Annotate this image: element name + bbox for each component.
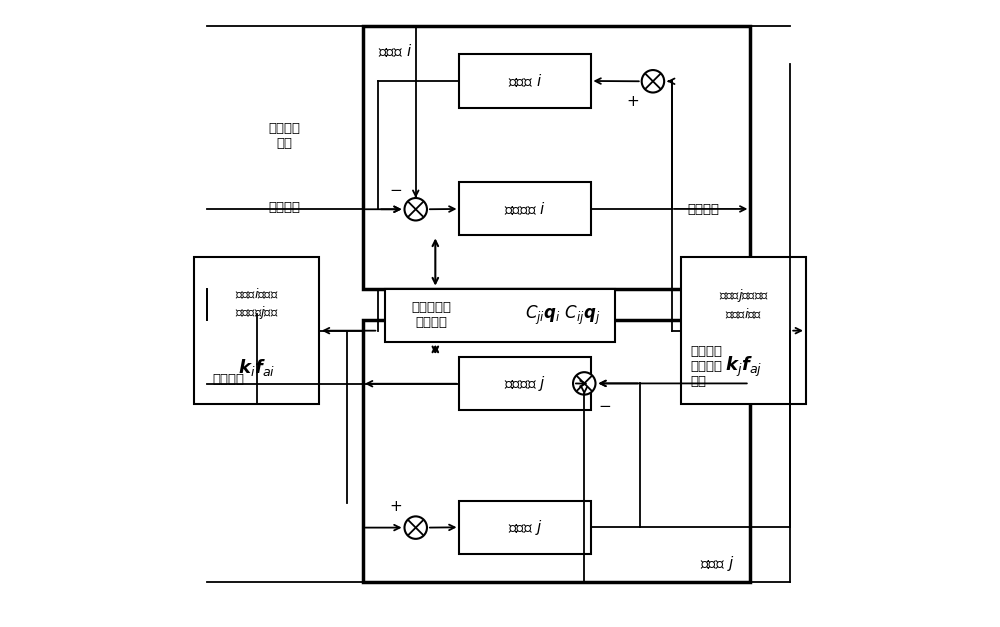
Text: 控制器$i$输出力
对子模块$j$影响: 控制器$i$输出力 对子模块$j$影响 xyxy=(235,287,278,321)
Text: $-$: $-$ xyxy=(389,181,402,196)
Text: 控制器$j$输出力对
子模块$i$影响: 控制器$j$输出力对 子模块$i$影响 xyxy=(719,287,768,321)
Text: 抑振状态: 抑振状态 xyxy=(687,203,719,216)
Text: 控制器 $j$: 控制器 $j$ xyxy=(508,518,542,537)
FancyBboxPatch shape xyxy=(363,26,750,288)
Text: $\boldsymbol{k}_j\boldsymbol{f}_{aj}$: $\boldsymbol{k}_j\boldsymbol{f}_{aj}$ xyxy=(725,356,762,379)
Circle shape xyxy=(404,198,427,221)
Text: $+$: $+$ xyxy=(389,500,402,515)
Circle shape xyxy=(573,372,596,394)
FancyBboxPatch shape xyxy=(363,320,750,582)
FancyBboxPatch shape xyxy=(385,288,615,342)
Text: 外界干扰: 外界干扰 xyxy=(269,201,301,214)
Text: 子模块 $i$: 子模块 $i$ xyxy=(378,42,413,59)
Text: 自身调姿
影响: 自身调姿 影响 xyxy=(269,122,301,150)
Circle shape xyxy=(404,517,427,539)
FancyBboxPatch shape xyxy=(459,501,591,554)
Text: 控制器 $i$: 控制器 $i$ xyxy=(508,73,542,89)
Circle shape xyxy=(642,70,664,93)
Text: 模态坐标 $i$: 模态坐标 $i$ xyxy=(504,201,546,218)
Text: $\boldsymbol{k}_i\boldsymbol{f}_{ai}$: $\boldsymbol{k}_i\boldsymbol{f}_{ai}$ xyxy=(238,357,275,378)
FancyBboxPatch shape xyxy=(681,257,806,404)
FancyBboxPatch shape xyxy=(459,55,591,107)
FancyBboxPatch shape xyxy=(459,182,591,236)
Text: $-$: $-$ xyxy=(598,396,611,411)
Text: $+$: $+$ xyxy=(626,95,639,109)
FancyBboxPatch shape xyxy=(459,357,591,410)
Text: 邻接子模块
振动耦合: 邻接子模块 振动耦合 xyxy=(411,301,451,329)
Text: 抑振状态: 抑振状态 xyxy=(212,372,244,386)
Text: 子模块 $j$: 子模块 $j$ xyxy=(700,554,734,572)
Text: 外界干扰
自身调姿
影响: 外界干扰 自身调姿 影响 xyxy=(690,345,722,388)
Text: 模态坐标 $j$: 模态坐标 $j$ xyxy=(504,374,546,393)
FancyBboxPatch shape xyxy=(194,257,319,404)
Text: $C_{ji}\boldsymbol{q}_i\ C_{ij}\boldsymbol{q}_j$: $C_{ji}\boldsymbol{q}_i\ C_{ij}\boldsymb… xyxy=(525,303,601,327)
